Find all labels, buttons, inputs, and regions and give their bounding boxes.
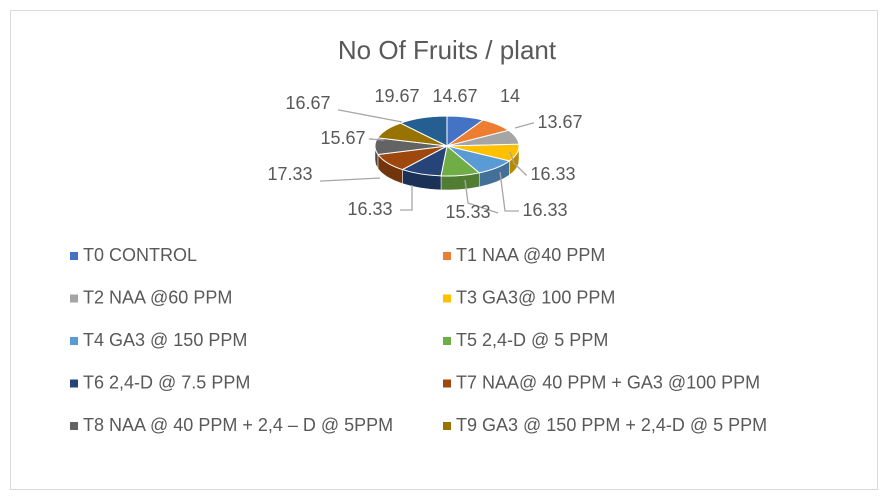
leader-line [509,151,527,176]
legend-swatch [70,252,78,260]
legend-swatch [443,337,451,345]
legend-swatch [70,294,78,303]
data-label: 16.33 [347,199,392,219]
legend-swatch [443,252,451,260]
data-label: 17.33 [267,164,312,184]
slice [399,115,448,147]
data-label: 15.33 [445,202,490,222]
leader-line [464,179,499,214]
legend-label: T7 NAA@ 40 PPM + GA3 @100 PPM [456,372,760,392]
data-label: 16.67 [285,93,330,113]
leader-line [320,177,381,182]
data-label: 19.67 [374,86,419,106]
legend-label: T9 GA3 @ 150 PPM + 2,4-D @ 5 PPM [456,415,767,435]
data-label: 14.67 [432,86,477,106]
legend-label: T1 NAA @40 PPM [456,245,605,265]
data-label: 15.67 [320,128,365,148]
legend-label: T4 GA3 @ 150 PPM [83,330,247,350]
legend-label: T0 CONTROL [83,245,197,265]
data-label: 14 [500,86,520,106]
legend-swatch [443,379,451,388]
legend-swatch [70,379,78,388]
data-label: 13.67 [537,112,582,132]
legend-swatch [443,422,451,430]
chart-frame [10,10,878,490]
legend-label: T6 2,4-D @ 7.5 PPM [83,372,250,392]
data-label: 16.33 [522,200,567,220]
leader-line [368,138,385,141]
legend-label: T8 NAA @ 40 PPM + 2,4 – D @ 5PPM [83,415,393,435]
legend-swatch [443,294,451,303]
legend-swatch [70,337,78,345]
legend-label: T5 2,4-D @ 5 PPM [456,330,608,350]
legend-swatch [70,422,78,430]
chart-title: No Of Fruits / plant [338,35,557,65]
leader-line [499,171,519,212]
legend-label: T3 GA3@ 100 PPM [456,287,615,307]
leader-line [514,122,534,129]
legend-label: T2 NAA @60 PPM [83,287,232,307]
data-label: 16.33 [530,164,575,184]
leader-line [338,109,403,123]
leader-line [400,185,413,211]
